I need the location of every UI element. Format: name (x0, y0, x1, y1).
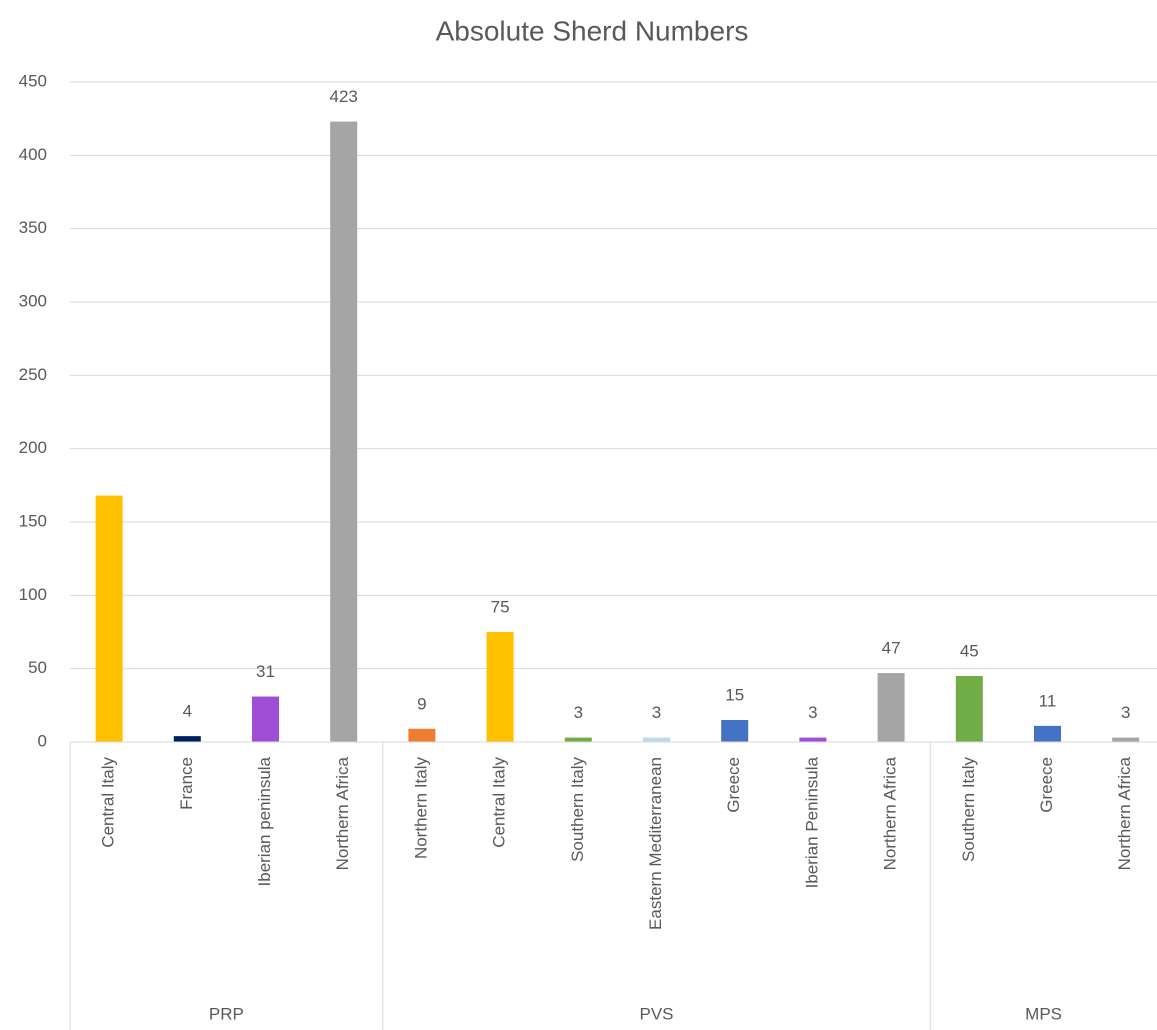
data-label: 45 (960, 641, 979, 660)
y-tick-label: 0 (38, 731, 47, 750)
data-label: 423 (330, 87, 358, 106)
data-label: 47 (882, 639, 901, 658)
chart-title: Absolute Sherd Numbers (436, 15, 749, 46)
bar (564, 737, 592, 742)
bar (252, 696, 279, 742)
data-label: 31 (256, 662, 275, 681)
bar (95, 495, 123, 742)
bar (1034, 725, 1061, 742)
bar (173, 736, 201, 742)
data-label: 3 (1121, 703, 1130, 722)
bar (799, 737, 827, 742)
data-label: 15 (725, 685, 744, 704)
y-tick-label: 450 (19, 71, 47, 90)
data-label: 3 (808, 703, 817, 722)
x-tick-label: Eastern Mediterranean (646, 757, 665, 930)
data-label: 3 (574, 703, 583, 722)
data-label: 11 (1039, 691, 1057, 710)
x-tick-label: Southern Italy (568, 757, 587, 862)
x-tick-label: Central Italy (490, 757, 509, 848)
bar (877, 673, 905, 742)
bar (486, 632, 514, 742)
bar (408, 728, 436, 742)
y-tick-label: 350 (19, 218, 47, 237)
y-tick-label: 250 (19, 365, 47, 384)
data-label: 4 (183, 702, 192, 721)
data-label: 75 (491, 597, 510, 616)
x-tick-label: France (177, 757, 196, 810)
y-tick-label: 200 (19, 438, 47, 457)
y-tick-label: 100 (19, 585, 47, 604)
y-tick-label: 150 (19, 511, 47, 530)
bar (955, 676, 983, 742)
x-tick-label: Iberian peninsula (255, 756, 274, 886)
y-tick-label: 400 (19, 145, 47, 164)
bar (330, 121, 358, 743)
group-label: PVS (639, 1004, 673, 1023)
x-tick-label: Northern Italy (411, 757, 430, 860)
group-label: MPS (1025, 1004, 1062, 1023)
y-tick-label: 50 (28, 658, 47, 677)
data-label: 9 (417, 694, 426, 713)
bar (1112, 737, 1140, 742)
x-tick-label: Greece (724, 757, 743, 813)
data-label: 3 (652, 703, 661, 722)
group-label: PRP (209, 1004, 244, 1023)
x-tick-label: Iberian Peninsula (802, 756, 821, 888)
x-tick-label: Central Italy (99, 757, 118, 848)
y-tick-label: 300 (19, 291, 47, 310)
x-tick-label: Southern Italy (959, 757, 978, 862)
x-tick-label: Northern Africa (881, 756, 900, 870)
x-tick-label: Greece (1037, 757, 1056, 813)
bar (721, 720, 749, 742)
x-tick-label: Northern Africa (1115, 756, 1134, 870)
x-tick-label: Northern Africa (333, 756, 352, 870)
bar (643, 737, 670, 742)
